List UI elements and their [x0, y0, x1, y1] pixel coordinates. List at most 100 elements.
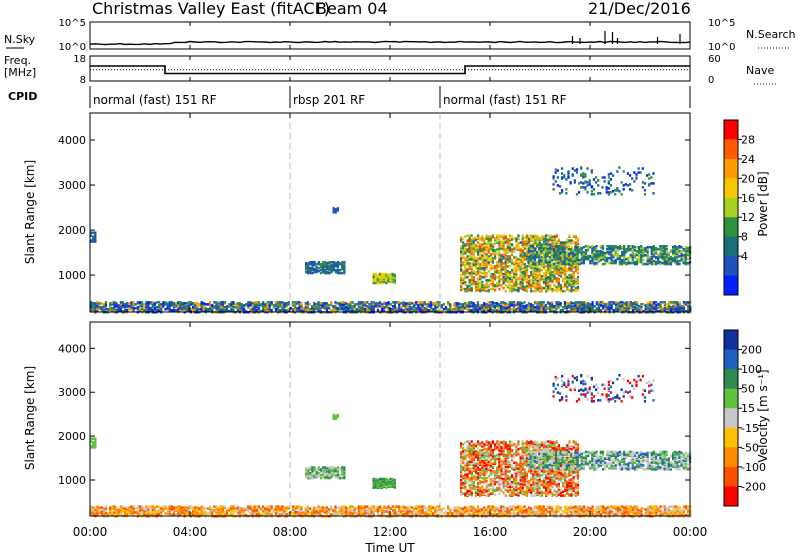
power-cell	[506, 277, 509, 281]
power-cell	[565, 178, 568, 181]
power-cell	[547, 234, 550, 237]
power-cell	[245, 310, 248, 313]
power-cell	[574, 289, 577, 293]
power-cell	[270, 309, 273, 312]
power-cell	[464, 261, 467, 264]
power-cell	[466, 248, 469, 251]
power-cell	[519, 256, 522, 259]
power-cell	[668, 301, 671, 304]
power-cell	[255, 301, 258, 304]
velocity-cell	[304, 506, 307, 509]
power-cell	[682, 304, 686, 307]
velocity-cell	[177, 505, 180, 508]
power-cell	[500, 301, 503, 304]
power-cell	[573, 179, 576, 182]
velocity-cell	[151, 513, 154, 516]
power-cell	[328, 307, 331, 310]
velocity-cell	[177, 509, 180, 512]
power-cell	[559, 289, 563, 293]
power-cell	[530, 237, 533, 240]
power-cell	[578, 182, 581, 185]
colorbar-tick-label: 24	[741, 153, 755, 166]
power-cell	[523, 256, 526, 259]
power-cell	[440, 310, 443, 313]
power-cell	[616, 257, 619, 261]
power-cell	[631, 258, 634, 262]
power-cell	[277, 305, 280, 308]
power-cell	[609, 178, 613, 181]
power-cell	[317, 307, 320, 310]
power-cell	[134, 303, 137, 306]
power-cell	[532, 289, 535, 293]
power-cell	[669, 260, 673, 264]
power-cell	[599, 192, 602, 195]
power-cell	[485, 284, 488, 288]
power-cell	[194, 302, 197, 305]
power-cell	[421, 307, 424, 310]
power-cell	[461, 306, 465, 309]
power-cell	[629, 183, 632, 186]
velocity-cell	[238, 511, 241, 514]
power-cell	[629, 188, 632, 191]
power-cell	[472, 302, 475, 305]
power-cell	[513, 250, 516, 253]
power-cell	[511, 269, 514, 272]
power-cell	[565, 188, 568, 191]
power-cell	[498, 274, 501, 278]
power-cell	[629, 174, 632, 177]
power-cell	[599, 245, 602, 248]
power-cell	[617, 304, 620, 307]
power-cell	[542, 255, 545, 259]
power-cell	[523, 310, 526, 313]
power-cell	[238, 302, 241, 305]
velocity-cell	[287, 505, 290, 508]
power-cell	[608, 245, 611, 248]
power-cell	[341, 260, 344, 264]
power-cell	[468, 252, 471, 255]
power-cell	[564, 280, 567, 284]
power-cell	[584, 255, 588, 259]
power-cell	[479, 254, 482, 257]
velocity-cell	[121, 514, 125, 517]
power-cell	[372, 307, 375, 310]
power-cell	[591, 301, 594, 304]
power-cell	[408, 308, 411, 311]
power-cell	[525, 244, 529, 247]
power-cell	[562, 257, 565, 260]
power-cell	[483, 267, 486, 270]
power-cell	[374, 302, 377, 305]
power-cell	[311, 264, 314, 268]
velocity-cell	[121, 510, 125, 513]
power-cell	[523, 245, 526, 248]
power-cell	[653, 304, 656, 307]
power-cell	[494, 288, 497, 292]
velocity-cell	[300, 511, 303, 514]
power-cell	[485, 242, 488, 245]
power-cell	[466, 268, 469, 271]
power-cell	[489, 301, 492, 304]
power-cell	[538, 241, 541, 244]
power-cell	[532, 268, 535, 271]
power-cell	[460, 240, 463, 243]
power-cell	[468, 309, 471, 312]
power-cell	[544, 304, 547, 307]
velocity-cell	[134, 511, 137, 514]
power-cell	[493, 310, 496, 313]
power-cell	[563, 176, 566, 179]
power-cell	[260, 303, 263, 306]
power-cell	[644, 308, 647, 311]
power-cell	[589, 259, 592, 263]
power-cell	[527, 255, 530, 259]
power-cell	[517, 286, 520, 290]
power-cell	[542, 251, 545, 255]
power-cell	[430, 304, 433, 307]
velocity-cell	[164, 505, 167, 508]
velocity-cell	[158, 508, 161, 511]
power-cell	[528, 241, 531, 244]
power-cell	[215, 301, 218, 304]
power-cell	[487, 261, 490, 264]
power-cell	[640, 253, 643, 257]
velocity-cell	[198, 507, 201, 510]
power-cell	[634, 308, 637, 311]
power-cell	[164, 303, 167, 306]
